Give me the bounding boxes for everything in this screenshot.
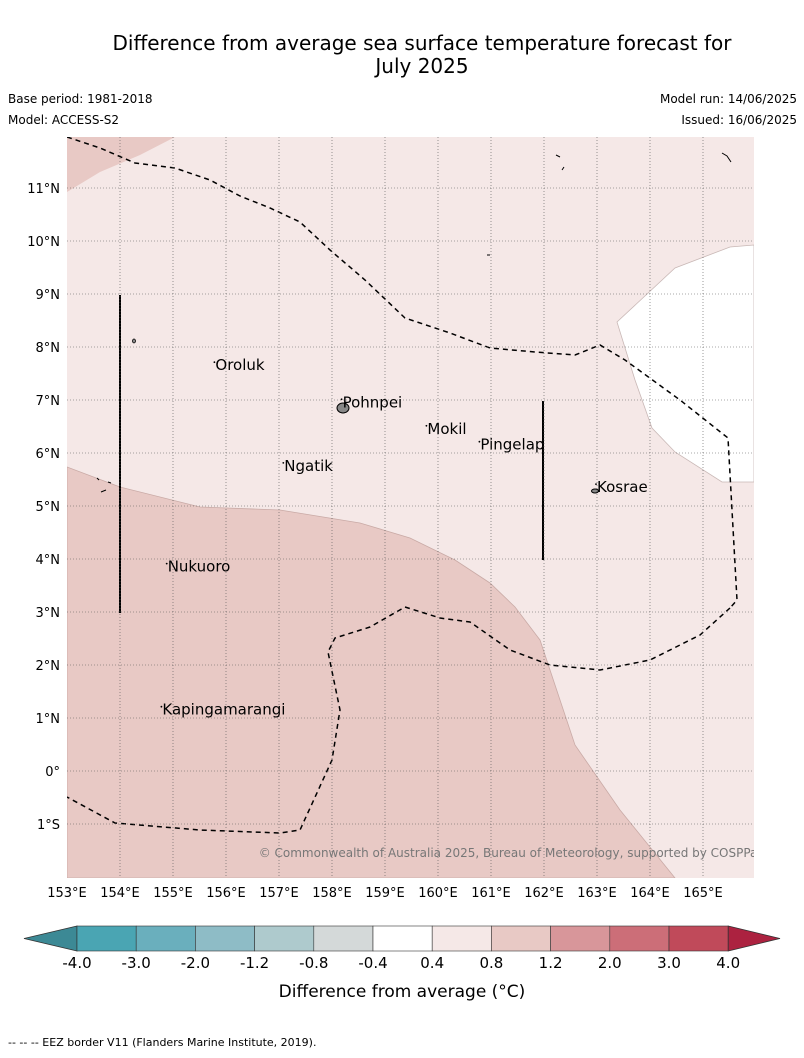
map-graticule <box>67 137 754 878</box>
eez-footer-note: -- -- -- EEZ border V11 (Flanders Marine… <box>8 1036 317 1049</box>
lat-tick-label: 1°N <box>36 712 61 727</box>
place-marker <box>425 424 428 427</box>
lat-tick-label: 2°N <box>36 659 61 674</box>
colorbar-tick-label: 2.0 <box>598 954 622 972</box>
place-label: Pohnpei <box>343 393 403 411</box>
place-labels: Oroluk Pohnpei Mokil Pingelap Ngatik Kosrae Nu… <box>160 356 648 719</box>
colorbar-tick-label: -4.0 <box>62 954 91 972</box>
lon-tick-label: 157°E <box>259 886 299 901</box>
pohnpei-island-shape <box>336 402 350 414</box>
lon-tick-label: 158°E <box>312 886 352 901</box>
lat-tick-label: 7°N <box>36 394 61 409</box>
colorbar-segment <box>668 925 729 952</box>
eez-border-south <box>67 606 731 834</box>
place-label: Kapingamarangi <box>162 701 285 719</box>
copyright-notice: © Commonwealth of Australia 2025, Bureau… <box>259 846 764 860</box>
place-marker <box>165 562 168 565</box>
lat-tick-label: 3°N <box>36 606 61 621</box>
colorbar-tick-label: -0.8 <box>299 954 328 972</box>
lat-tick-label: 6°N <box>36 447 61 462</box>
base-period: Base period: 1981-2018 <box>8 92 153 106</box>
colorbar-tick-label: -0.4 <box>358 954 387 972</box>
colorbar-tick-label: 4.0 <box>716 954 740 972</box>
model-run: Model run: 14/06/2025 <box>659 92 797 106</box>
model-label: Model: ACCESS-S2 <box>8 113 120 127</box>
colorbar-tick-label: -3.0 <box>122 954 151 972</box>
place-label: Oroluk <box>215 356 264 374</box>
lon-tick-label: 163°E <box>577 886 617 901</box>
colorbar-tick-label: -2.0 <box>181 954 210 972</box>
colorbar-segment <box>254 925 315 952</box>
atoll-outlines <box>96 152 732 493</box>
place-marker <box>213 361 216 364</box>
lon-tick-label: 165°E <box>683 886 723 901</box>
colorbar-segment <box>609 925 670 952</box>
colorbar-segment <box>372 925 433 952</box>
kosrae-island-shape <box>591 488 599 494</box>
lon-tick-label: 162°E <box>524 886 564 901</box>
colorbar-segment <box>550 925 611 952</box>
lon-tick-label: 155°E <box>153 886 193 901</box>
colorbar-label: Difference from average (°C) <box>279 982 526 1002</box>
place-marker <box>340 398 343 401</box>
neutral-anomaly-region <box>616 244 754 483</box>
place-label: Pingelap <box>480 436 544 454</box>
place-label: Mokil <box>427 420 466 438</box>
lat-tick-label: 11°N <box>27 182 60 197</box>
lat-tick-label: 5°N <box>36 500 61 515</box>
colorbar-segment <box>76 925 137 952</box>
colorbar-tick-label: 1.2 <box>539 954 563 972</box>
lon-tick-label: 159°E <box>365 886 405 901</box>
lat-tick-label: 4°N <box>36 553 61 568</box>
lon-tick-label: 154°E <box>100 886 140 901</box>
title-line-1: Difference from average sea surface temp… <box>112 31 732 55</box>
warm-anomaly-region-north <box>67 137 175 192</box>
colorbar-segment <box>195 925 255 952</box>
lon-tick-label: 160°E <box>418 886 458 901</box>
place-marker <box>160 705 163 708</box>
colorbar-segment <box>313 925 374 952</box>
chart-title: Difference from average sea surface temp… <box>60 32 784 78</box>
lon-tick-label: 156°E <box>206 886 246 901</box>
place-marker <box>478 440 481 443</box>
colorbar-tick-label: -1.2 <box>240 954 269 972</box>
colorbar-arrow-low <box>23 925 78 952</box>
axis-labels: 153°E 154°E 155°E 156°E 157°E 158°E 159°E 160°E… <box>27 182 723 901</box>
colorbar-segment <box>135 925 196 952</box>
lat-tick-label: 9°N <box>36 288 61 303</box>
issued-date: Issued: 16/06/2025 <box>681 113 797 127</box>
lat-tick-label: 8°N <box>36 341 61 356</box>
place-marker <box>595 483 597 485</box>
small-island-shape <box>132 338 136 344</box>
place-label: Kosrae <box>597 478 648 496</box>
place-label: Ngatik <box>284 457 333 475</box>
warm-anomaly-region-south <box>67 466 676 878</box>
colorbar-tick-label: 3.0 <box>657 954 681 972</box>
eez-border-north <box>67 137 738 609</box>
lon-tick-label: 161°E <box>471 886 511 901</box>
colorbar: -4.0 -3.0 -2.0 -1.2 -0.8 -0.4 0.4 0.8 1.2 2.0 3.0 4… <box>23 925 781 972</box>
lat-tick-label: 10°N <box>27 235 60 250</box>
lat-tick-label: 1°S <box>37 818 60 833</box>
place-label: Nukuoro <box>168 558 231 576</box>
colorbar-segment <box>491 925 551 952</box>
colorbar-arrow-high <box>727 925 781 952</box>
lat-tick-label: 0° <box>45 765 60 780</box>
title-line-2: July 2025 <box>375 54 469 78</box>
lon-tick-label: 153°E <box>47 886 87 901</box>
colorbar-tick-label: 0.4 <box>420 954 444 972</box>
lon-tick-label: 164°E <box>630 886 670 901</box>
colorbar-segment <box>431 925 492 952</box>
place-marker <box>282 462 285 464</box>
colorbar-tick-label: 0.8 <box>479 954 503 972</box>
